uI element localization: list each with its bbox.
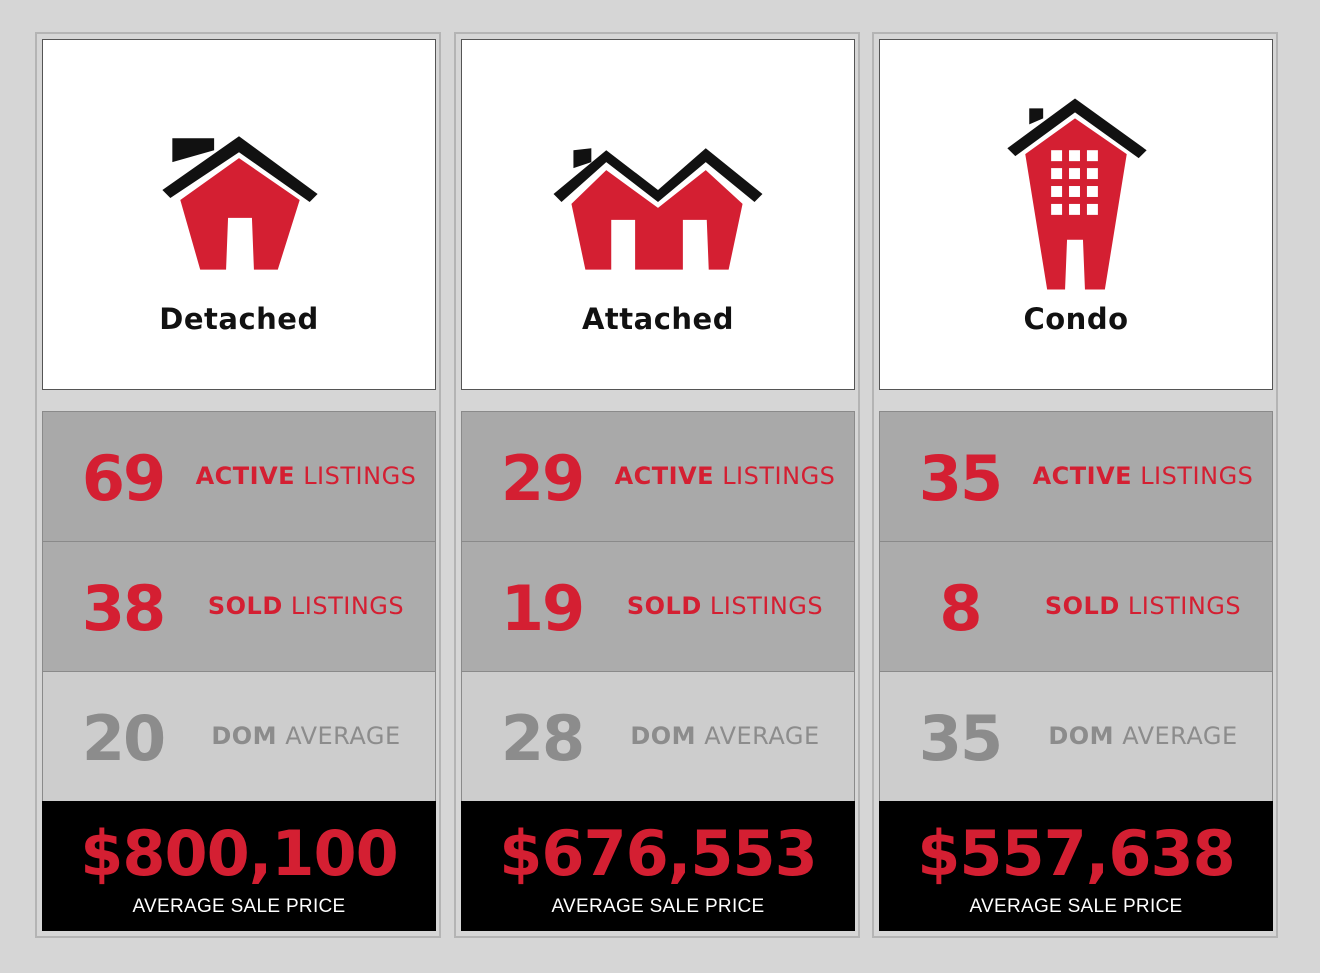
card-header: Detached	[42, 39, 436, 390]
card-header: Attached	[461, 39, 855, 390]
sold-label: SOLD LISTINGS	[1044, 592, 1242, 620]
sold-label: SOLD LISTINGS	[207, 592, 405, 620]
average-sale-price: $557,638	[917, 817, 1236, 890]
price-box: $557,638 AVERAGE SALE PRICE	[879, 801, 1273, 931]
active-label: ACTIVE LISTINGS	[614, 462, 836, 490]
active-listings-row: 29 ACTIVE LISTINGS	[461, 411, 855, 542]
average-sale-price: $800,100	[80, 817, 399, 890]
sold-listings-row: 8 SOLD LISTINGS	[879, 541, 1273, 672]
price-label: AVERAGE SALE PRICE	[551, 896, 765, 917]
card-title: Detached	[159, 302, 319, 336]
sold-count: 19	[500, 572, 585, 645]
sold-label: SOLD LISTINGS	[626, 592, 824, 620]
card-condo: Condo 35 ACTIVE LISTINGS 8 SOLD LISTINGS…	[872, 32, 1278, 938]
dom-count: 20	[81, 702, 166, 775]
dom-count: 35	[918, 702, 1003, 775]
card-attached: Attached 29 ACTIVE LISTINGS 19 SOLD LIST…	[454, 32, 860, 938]
dom-average-row: 35 DOM AVERAGE	[879, 671, 1273, 802]
active-listings-row: 35 ACTIVE LISTINGS	[879, 411, 1273, 542]
dom-label: DOM AVERAGE	[630, 722, 820, 750]
card-header: Condo	[879, 39, 1273, 390]
detached-house-icon	[162, 136, 318, 270]
card-title: Condo	[1023, 302, 1129, 336]
average-sale-price: $676,553	[499, 817, 818, 890]
active-count: 29	[500, 442, 585, 515]
sold-count: 8	[939, 572, 982, 645]
active-label: ACTIVE LISTINGS	[1032, 462, 1254, 490]
dom-label: DOM AVERAGE	[211, 722, 401, 750]
price-label: AVERAGE SALE PRICE	[969, 896, 1183, 917]
active-count: 69	[81, 442, 166, 515]
price-box: $676,553 AVERAGE SALE PRICE	[461, 801, 855, 931]
sold-listings-row: 38 SOLD LISTINGS	[42, 541, 436, 672]
price-label: AVERAGE SALE PRICE	[132, 896, 346, 917]
condo-building-icon	[1007, 98, 1147, 290]
sold-listings-row: 19 SOLD LISTINGS	[461, 541, 855, 672]
dom-label: DOM AVERAGE	[1048, 722, 1238, 750]
dom-average-row: 28 DOM AVERAGE	[461, 671, 855, 802]
dom-average-row: 20 DOM AVERAGE	[42, 671, 436, 802]
attached-house-icon	[553, 148, 763, 270]
active-listings-row: 69 ACTIVE LISTINGS	[42, 411, 436, 542]
active-label: ACTIVE LISTINGS	[195, 462, 417, 490]
sold-count: 38	[81, 572, 166, 645]
card-title: Attached	[581, 302, 734, 336]
card-detached: Detached 69 ACTIVE LISTINGS 38 SOLD LIST…	[35, 32, 441, 938]
dom-count: 28	[500, 702, 585, 775]
active-count: 35	[918, 442, 1003, 515]
price-box: $800,100 AVERAGE SALE PRICE	[42, 801, 436, 931]
